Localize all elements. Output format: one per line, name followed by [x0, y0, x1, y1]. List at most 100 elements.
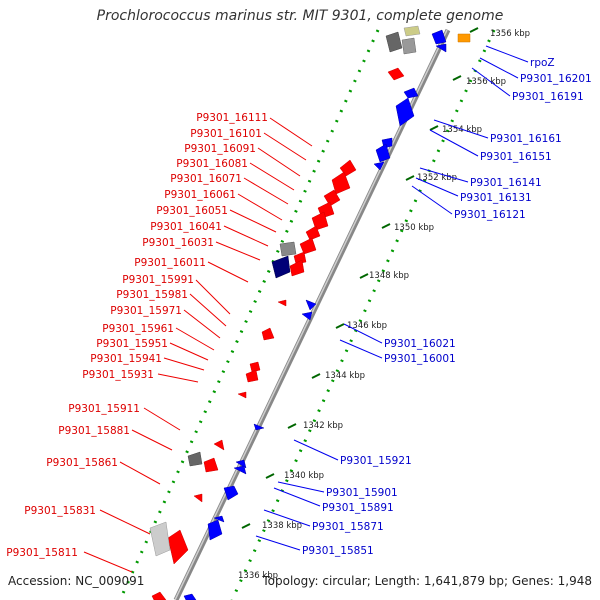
scale-label: 1344 kbp	[325, 371, 365, 381]
gene-label[interactable]: P9301_16011	[134, 257, 206, 269]
gene-label[interactable]: P9301_15951	[96, 338, 168, 350]
gene-feature[interactable]	[289, 259, 305, 277]
gene-feature[interactable]	[305, 299, 317, 311]
gene-label[interactable]: rpoZ	[530, 57, 555, 69]
gene-feature[interactable]	[375, 143, 391, 163]
gene-feature[interactable]	[395, 97, 415, 127]
scale-ticks	[241, 27, 479, 529]
gene-label[interactable]: P9301_16031	[142, 237, 214, 249]
gene-feature[interactable]	[305, 225, 321, 241]
scale-label: 1348 kbp	[369, 271, 409, 281]
gene-feature[interactable]	[245, 369, 259, 383]
gene-feature[interactable]	[261, 327, 275, 341]
gene-feature[interactable]	[401, 37, 417, 55]
genome-backbone	[173, 28, 451, 600]
gene-feature[interactable]	[403, 87, 419, 99]
gene-feature[interactable]	[403, 25, 421, 37]
left-callout-lines	[83, 117, 313, 573]
genome-summary-label: Topology: circular; Length: 1,641,879 bp…	[262, 574, 592, 588]
reverse-genes[interactable]	[183, 29, 447, 600]
gene-label[interactable]: P9301_16091	[184, 143, 256, 155]
scale-label: 1346 kbp	[347, 321, 387, 331]
gene-label[interactable]: P9301_16101	[190, 128, 262, 140]
gene-feature[interactable]	[271, 255, 291, 279]
gene-label[interactable]: P9301_16111	[196, 112, 268, 124]
gene-label[interactable]: P9301_16121	[454, 209, 526, 221]
gene-label[interactable]: P9301_16021	[384, 338, 456, 350]
gene-feature[interactable]	[331, 171, 351, 195]
gene-label[interactable]: P9301_15811	[6, 547, 78, 559]
gene-feature[interactable]	[431, 29, 447, 45]
scale-label: 1356 kbp	[466, 77, 506, 87]
gene-feature[interactable]	[167, 529, 189, 565]
gene-feature[interactable]	[213, 439, 225, 451]
gene-label[interactable]: P9301_15831	[24, 505, 96, 517]
forward-genes[interactable]	[151, 67, 405, 600]
gene-label[interactable]: P9301_16161	[490, 133, 562, 145]
gene-feature[interactable]	[223, 485, 239, 501]
gene-feature[interactable]	[249, 361, 261, 373]
right-gene-labels: rpoZ P9301_16201 P9301_16191 P9301_16161…	[302, 57, 592, 557]
rrna-features[interactable]	[149, 25, 471, 557]
gene-label[interactable]: P9301_15851	[302, 545, 374, 557]
gene-feature[interactable]	[387, 67, 405, 81]
gene-feature[interactable]	[207, 519, 223, 541]
gene-label[interactable]: P9301_16041	[150, 221, 222, 233]
gene-label[interactable]: P9301_15971	[110, 305, 182, 317]
gene-label[interactable]: P9301_15881	[58, 425, 130, 437]
gene-label[interactable]: P9301_16151	[480, 151, 552, 163]
gene-feature[interactable]	[183, 593, 197, 600]
left-gene-labels: P9301_16111 P9301_16101 P9301_16091 P930…	[6, 112, 268, 559]
gene-feature[interactable]	[277, 299, 287, 307]
gene-label[interactable]: P9301_16001	[384, 353, 456, 365]
gene-feature[interactable]	[187, 451, 203, 467]
gene-feature[interactable]	[151, 591, 167, 600]
gene-feature[interactable]	[149, 521, 171, 557]
gene-label[interactable]: P9301_16131	[460, 192, 532, 204]
gene-feature[interactable]	[323, 189, 341, 207]
gene-label[interactable]: P9301_15861	[46, 457, 118, 469]
gene-label[interactable]: P9301_15991	[122, 274, 194, 286]
gene-label[interactable]: P9301_15901	[326, 487, 398, 499]
gene-feature[interactable]	[193, 493, 203, 503]
gene-label[interactable]: P9301_15911	[68, 403, 140, 415]
scale-label: 1336 kbp	[238, 571, 278, 581]
gene-feature[interactable]	[385, 31, 403, 53]
gene-label[interactable]: P9301_16061	[164, 189, 236, 201]
gene-label[interactable]: P9301_16081	[176, 158, 248, 170]
gene-label[interactable]: P9301_16141	[470, 177, 542, 189]
gene-feature[interactable]	[311, 211, 329, 231]
gene-label[interactable]: P9301_16051	[156, 205, 228, 217]
scale-label: 1342 kbp	[303, 421, 343, 431]
accession-label: Accession: NC_009091	[8, 574, 145, 588]
gene-label[interactable]: P9301_15921	[340, 455, 412, 467]
gene-label[interactable]: P9301_15981	[116, 289, 188, 301]
scale-label: 1356 kbp	[490, 29, 530, 39]
scale-label: 1350 kbp	[394, 223, 434, 233]
gene-feature[interactable]	[299, 237, 317, 255]
genome-title: Prochlorococcus marinus str. MIT 9301, c…	[96, 8, 504, 24]
gene-label[interactable]: P9301_16071	[170, 173, 242, 185]
gene-label[interactable]: P9301_15961	[102, 323, 174, 335]
gene-feature[interactable]	[213, 515, 225, 523]
scale-label: 1340 kbp	[284, 471, 324, 481]
gene-feature[interactable]	[293, 251, 307, 265]
gene-feature[interactable]	[237, 391, 247, 399]
gene-label[interactable]: P9301_15941	[90, 353, 162, 365]
gene-label[interactable]: P9301_16191	[512, 91, 584, 103]
gene-feature[interactable]	[373, 161, 385, 171]
reverse-strand-guide	[230, 29, 496, 600]
gene-feature[interactable]	[457, 33, 471, 43]
gene-feature[interactable]	[203, 457, 219, 473]
gene-feature[interactable]	[435, 43, 447, 53]
gene-feature[interactable]	[233, 465, 247, 475]
gene-label[interactable]: P9301_15931	[82, 369, 154, 381]
gene-label[interactable]: P9301_15871	[312, 521, 384, 533]
gene-label[interactable]: P9301_15891	[322, 502, 394, 514]
gene-feature[interactable]	[253, 423, 265, 431]
gene-feature[interactable]	[301, 311, 313, 321]
gene-label[interactable]: P9301_16201	[520, 73, 592, 85]
gene-feature[interactable]	[279, 241, 297, 257]
